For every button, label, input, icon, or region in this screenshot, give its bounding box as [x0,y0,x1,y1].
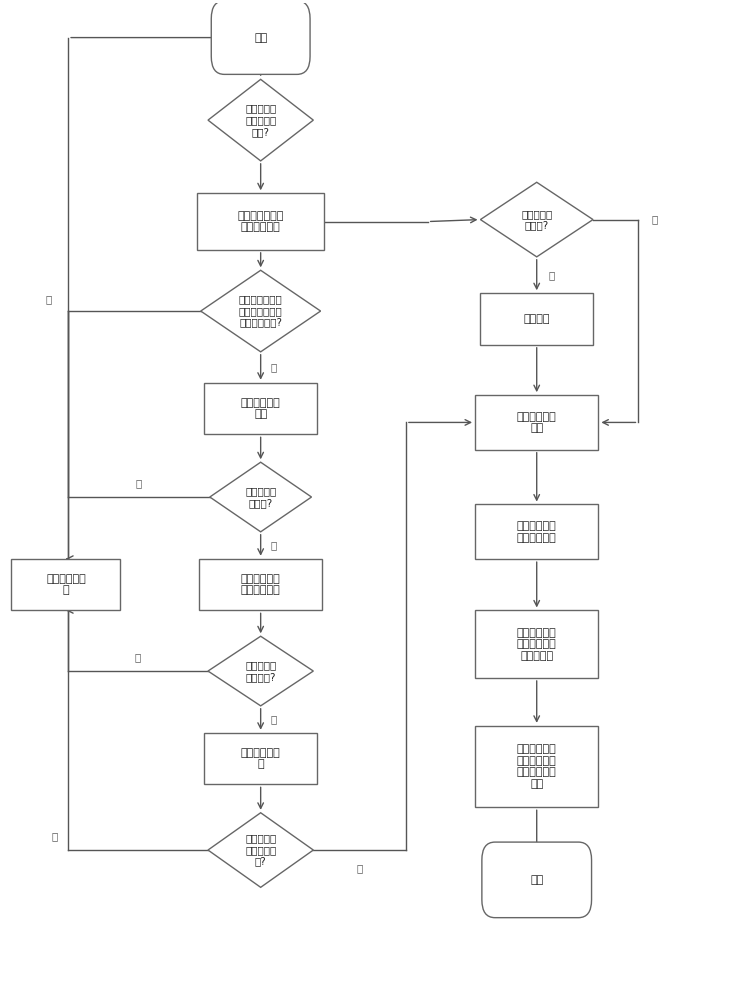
Polygon shape [208,636,313,706]
Bar [475,395,599,450]
Text: 报警与异常处
理: 报警与异常处 理 [46,574,86,595]
Bar [475,726,599,807]
Bar [480,293,593,345]
Polygon shape [208,79,313,161]
Text: 定位传感器
检测到进港
船舶?: 定位传感器 检测到进港 船舶? [245,104,276,137]
Text: 设备准备、资源
统计与预分配: 设备准备、资源 统计与预分配 [237,211,284,232]
Text: 是否需要进
行扣费?: 是否需要进 行扣费? [521,209,553,230]
Text: 否: 否 [651,215,658,225]
Polygon shape [208,813,313,887]
Bar [204,383,317,434]
Text: 读取船载单元
信息: 读取船载单元 信息 [241,398,280,419]
Text: 否: 否 [46,294,52,304]
FancyBboxPatch shape [482,842,591,918]
Text: 开始: 开始 [254,33,267,43]
Text: 图像是否与
电子信息一
致?: 图像是否与 电子信息一 致? [245,833,276,867]
Text: 否: 否 [271,540,277,550]
Text: 船舶上是否
有危险品?: 船舶上是否 有危险品? [245,660,276,682]
Text: 结束: 结束 [530,875,543,885]
Text: 是: 是 [356,863,363,873]
Text: 是: 是 [136,478,142,488]
Bar [475,610,599,678]
Text: 是否处于违
法名单?: 是否处于违 法名单? [245,486,276,508]
Text: 是: 是 [135,652,141,662]
Polygon shape [201,270,321,352]
FancyBboxPatch shape [212,1,310,74]
Text: 安全消费: 安全消费 [523,314,550,324]
Text: 是: 是 [271,362,277,372]
Text: 否: 否 [271,714,277,724]
Text: 路侧单元与船载
单元相的合法性
验证是否通过?: 路侧单元与船载 单元相的合法性 验证是否通过? [239,294,283,328]
Text: 分中心智能分
配资源并下发: 分中心智能分 配资源并下发 [517,521,556,543]
Text: 使用信息显示
屏和定位传感
器引航船舶: 使用信息显示 屏和定位传感 器引航船舶 [517,628,556,661]
Text: 是: 是 [548,270,554,280]
Text: 分中心重新统
计资源占用情
况等待下一次
分配: 分中心重新统 计资源占用情 况等待下一次 分配 [517,744,556,789]
Text: 图像采集与分
析: 图像采集与分 析 [241,748,280,769]
Bar [475,504,599,559]
Bar [197,193,324,250]
Polygon shape [210,462,312,532]
Text: 显示船舶信息
并扫描危险品: 显示船舶信息 并扫描危险品 [241,574,280,595]
Bar [12,559,121,610]
Bar [199,559,322,610]
Text: 传输信息到分
中心: 传输信息到分 中心 [517,412,556,433]
Polygon shape [480,182,593,257]
Text: 否: 否 [51,831,57,841]
Bar [204,733,317,784]
